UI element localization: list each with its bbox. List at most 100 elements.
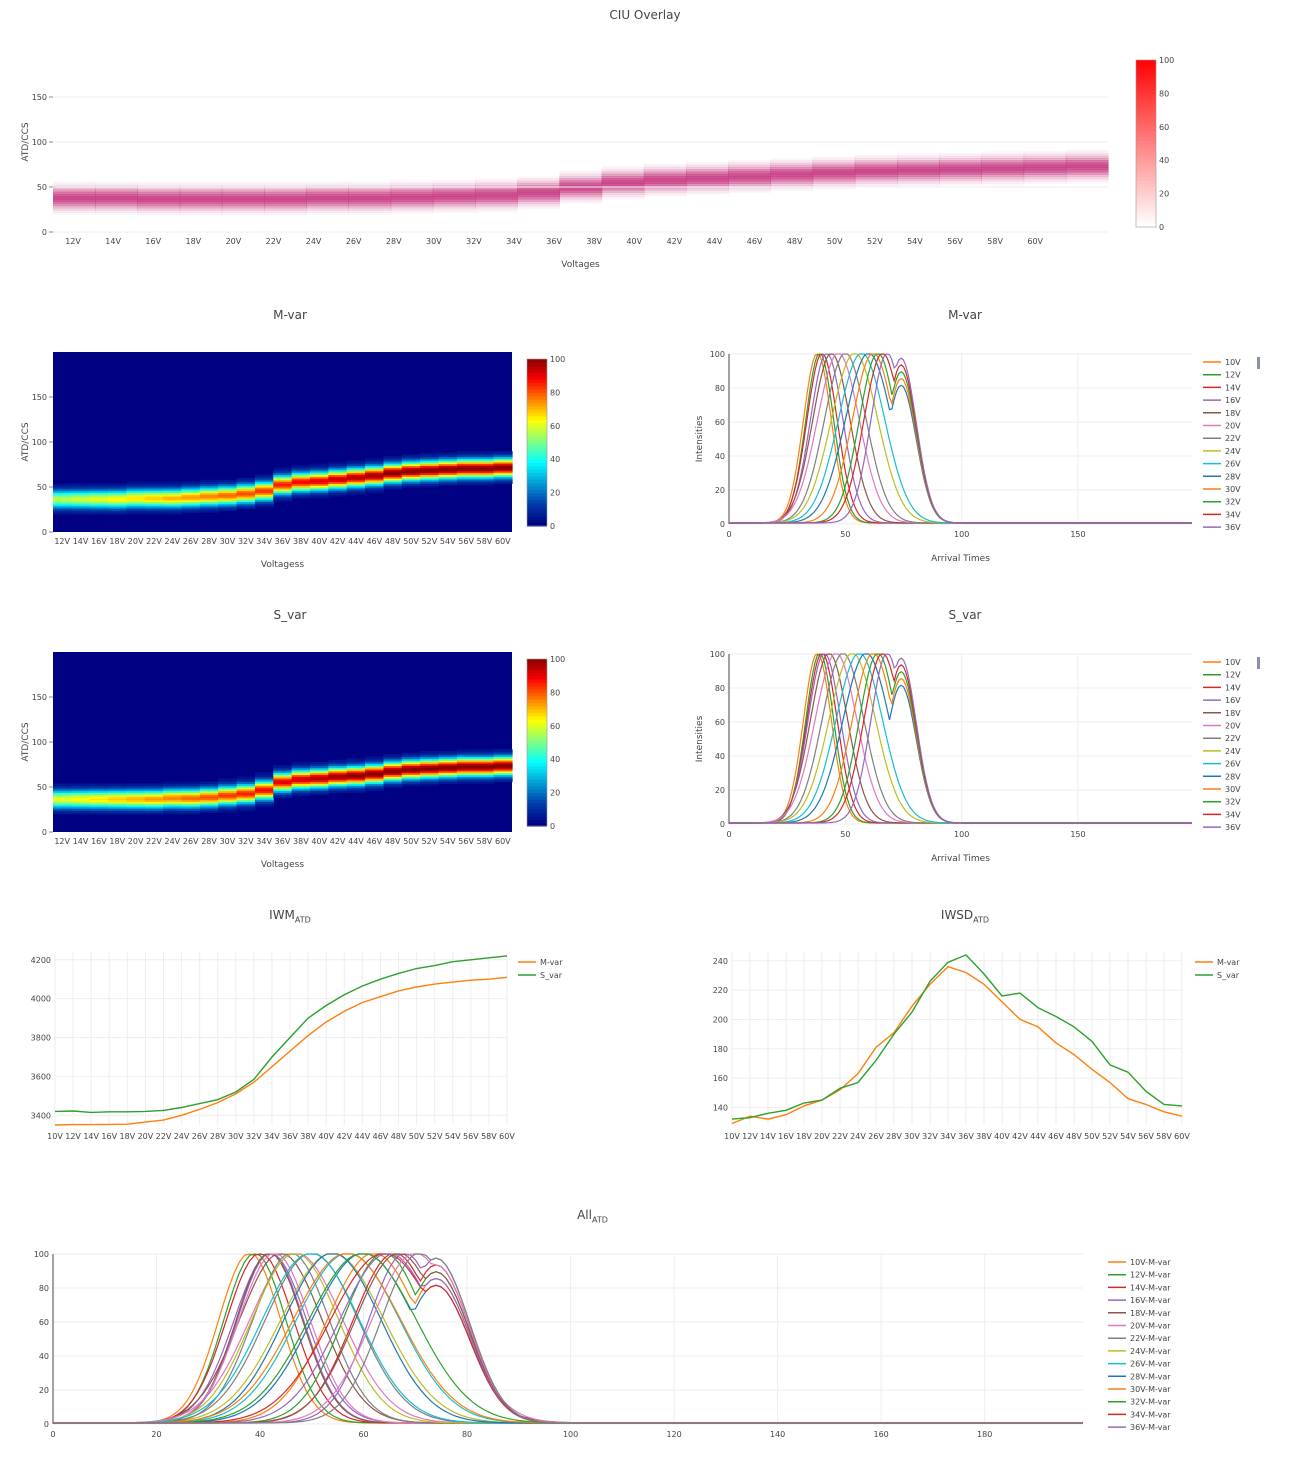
heatmap-cell [310,496,329,499]
heatmap-cell [328,778,348,781]
x-tick-label: 32V [246,1132,262,1141]
colorbar-segment [527,675,547,680]
iwm-chart[interactable]: 10V 12V 14V 16V 18V 20V 22V 24V 26V 28V 30V 32V 34V 3… [0,900,645,1180]
heatmap-cell [218,783,238,786]
heatmap-cell [291,769,311,772]
heatmap-cell [493,476,513,479]
heatmap-cell [1065,174,1109,177]
heatmap-cell [291,763,311,766]
heatmap-cell [163,494,183,497]
x-tick-label: 38V [293,537,309,546]
heatmap-cell [221,201,265,204]
iwsd-chart[interactable]: 10V 12V 14V 16V 18V 20V 22V 24V 26V 28V 30V 32V 34V 3… [645,900,1290,1180]
heatmap-cell [89,801,109,804]
heatmap-cell [939,170,982,174]
heatmap-cell [273,478,293,481]
heatmap-cell [53,206,96,210]
series-line [729,353,1192,524]
heatmap-cell [53,201,96,204]
heatmap-cell [939,154,982,157]
heatmap-cell [493,469,513,472]
x-tick-label: 40 [255,1430,265,1439]
heatmap-cell [601,176,645,179]
heatmap-cell [221,208,265,211]
heatmap-cell [365,483,385,486]
heatmap-cell [438,770,458,774]
heatmap-cell [365,776,385,779]
heatmap-cell [137,203,181,206]
heatmap-cell [310,790,329,793]
heatmap-cell [493,452,513,456]
heatmap-cell [328,787,348,790]
colorbar-segment [527,519,547,524]
heatmap-cell [346,479,366,483]
series-line [729,353,1192,524]
heatmap-cell [365,767,385,770]
heatmap-cell [346,467,366,470]
colorbar-segment [527,489,547,494]
x-tick-label: 20V [128,837,144,846]
heatmap-cell [181,508,201,511]
heatmap-cell [420,485,440,488]
y-axis-label: ATD/CCS [21,722,31,761]
heatmap-cell [126,810,146,813]
heatmap-cell [273,470,293,474]
heatmap-cell [179,192,223,195]
heatmap-cell [383,472,403,475]
x-tick-label: 44V [355,1132,371,1141]
heatmap-cell [108,805,128,808]
heatmap-cell [939,158,982,161]
heatmap-cell [475,469,495,472]
heatmap-cell [163,792,183,795]
heatmap-cell [221,183,265,186]
colorbar-segment [1136,183,1156,188]
heatmap-cell [328,772,348,775]
heatmap-cell [310,767,329,770]
heatmap-cell [199,481,219,484]
heatmap-cell [71,788,91,792]
heatmap-cell [1023,165,1067,168]
all-atd-chart[interactable]: 0 20 40 60 80 100 120 140 160 18002040608010010V-… [0,1200,1290,1472]
heatmap-cell [456,754,476,757]
heatmap-cell [310,772,329,775]
legend-entry: 34V-M-var [1130,1410,1171,1419]
heatmap-cell [559,194,603,197]
heatmap-cell [199,790,219,793]
x-tick-label: 26V [346,237,362,246]
heatmap-cell [236,805,256,808]
legend-entry: 32V [1225,798,1241,807]
heatmap-cell [475,770,495,774]
heatmap-cell [218,506,238,510]
heatmap-cell [306,210,349,213]
heatmap-cell [559,172,603,175]
heatmap-cell [770,163,814,166]
heatmap-cell [163,503,183,506]
heatmap-cell [346,783,366,786]
heatmap-cell [1065,161,1109,165]
x-tick-label: 58V [481,1132,497,1141]
series-line [53,1253,1083,1424]
heatmap-cell [53,785,72,788]
series-line [53,1253,1083,1424]
heatmap-cell [71,806,91,810]
m-var-heatmap-panel: M-var 0 50 100 150 12V 14V 16V 18V 20V 22V 24V 26V 2… [0,300,645,590]
heatmap-cell [236,478,256,481]
heatmap-cell [1065,160,1109,163]
heatmap-cell [1065,151,1109,154]
series-line [729,353,1192,524]
heatmap-cell [346,476,366,479]
heatmap-cell [218,801,238,804]
heatmap-cell [71,794,91,797]
heatmap-cell [475,474,495,477]
heatmap-cell [348,203,392,206]
heatmap-cell [236,790,256,793]
colorbar-segment [527,799,547,804]
heatmap-cell [273,487,293,490]
heatmap-cell [264,206,307,210]
series-line [729,353,1192,524]
